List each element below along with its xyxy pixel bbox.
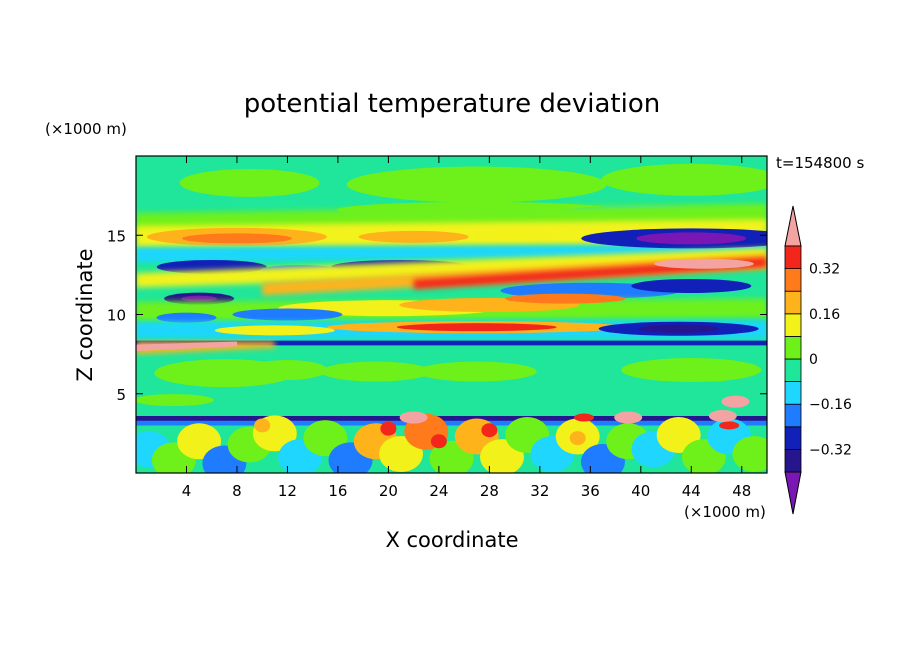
colorbar-swatch [784,448,802,473]
contour-region [399,411,428,424]
colorbar-swatch [784,358,802,383]
colorbar-tick-label: 0.16 [809,307,840,323]
contour-region [708,409,737,422]
contour-region [136,341,237,351]
contour-region [638,324,719,333]
x-axis: 4 8 12 16 20 24 28 32 36 40 44 48 [182,156,751,500]
contour-region [358,230,469,243]
contour-region [721,395,750,408]
colorbar-swatch [784,381,802,405]
x-tick-label: 24 [429,482,448,500]
time-label: t=154800 s [776,154,864,172]
y-tick-label: 10 [107,307,126,325]
contour-region [636,232,747,245]
x-tick-label: 20 [379,482,398,500]
contour-region [136,340,767,346]
colorbar-swatch [784,313,802,337]
contour-region [214,325,335,336]
contour-region [569,431,586,446]
colorbar-swatch [784,245,802,270]
x-tick-label: 32 [530,482,549,500]
contour-region [136,394,214,407]
contour-region [653,258,754,269]
y-tick-label: 5 [116,386,126,404]
x-axis-label: X coordinate [385,528,518,552]
x-tick-label: 36 [581,482,600,500]
y-tick-label: 15 [107,227,126,245]
x-tick-label: 44 [682,482,701,500]
x-tick-label: 28 [480,482,499,500]
y-axis-label: Z coordinate [73,248,97,381]
contour-region [320,361,431,382]
colorbar-swatch [784,268,802,292]
contour-region [601,163,767,196]
contour-region [136,244,767,263]
colorbar: 0.32 0.16 0 −0.16 −0.32 [784,205,852,515]
y-axis: 5 10 15 [107,227,767,404]
contour-region [621,357,762,382]
contour-region [346,166,607,203]
contour-region [416,361,537,382]
chart-title: potential temperature deviation [244,89,660,119]
y-unit-label: (×1000 m) [45,120,127,138]
contour-region [574,413,595,422]
contour-region [505,293,626,304]
colorbar-extension-low [784,471,802,515]
contour-region [380,421,397,436]
contour-region [181,233,292,244]
x-tick-label: 16 [328,482,347,500]
x-tick-label: 12 [278,482,297,500]
contour-region [181,295,218,302]
contour-region [474,230,555,241]
contour-region [631,278,752,293]
contour-field [136,156,767,473]
contour-region [719,421,740,430]
contour-region [732,435,767,472]
x-tick-label: 8 [232,482,242,500]
contour-region [614,411,643,424]
contour-region [136,247,767,288]
colorbar-tick-label: −0.16 [809,397,852,413]
colorbar-tick-label: −0.32 [809,442,852,458]
x-unit-label: (×1000 m) [684,503,766,521]
colorbar-tick-label: 0.32 [809,262,840,278]
x-tick-label: 4 [182,482,192,500]
colorbar-swatch [784,335,802,360]
colorbar-swatch [784,426,802,450]
colorbar-extension-high [784,205,802,247]
contour-region [254,418,271,433]
contour-region [696,361,737,382]
contour-region [481,423,498,438]
contour-region [156,312,217,323]
colorbar-swatch [784,403,802,428]
colorbar-tick-label: 0 [809,352,818,368]
colorbar-swatch [784,290,802,315]
contour-region [232,308,343,321]
x-tick-label: 40 [631,482,650,500]
x-tick-label: 48 [732,482,751,500]
contour-region [247,359,328,380]
contour-region [396,323,557,332]
contour-region [430,434,447,449]
contour-region [179,168,320,197]
